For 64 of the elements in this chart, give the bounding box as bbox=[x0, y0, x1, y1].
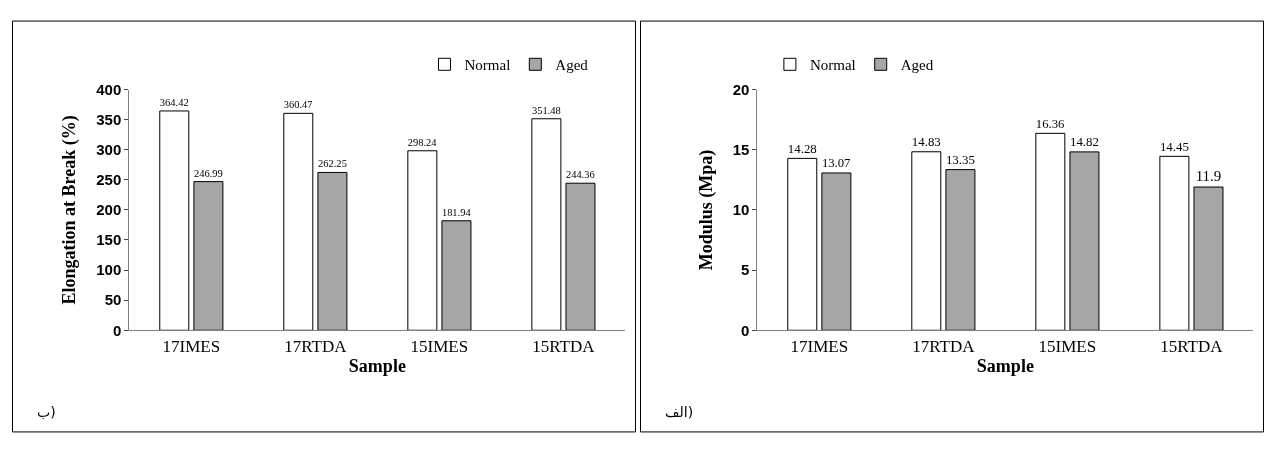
y-tick-label: 0 bbox=[112, 321, 122, 339]
x-tick-label: 15IMES bbox=[1038, 336, 1097, 356]
data-label: 262.25 bbox=[317, 158, 347, 170]
y-tick-label: 250 bbox=[96, 171, 122, 189]
bar bbox=[441, 220, 472, 331]
bar bbox=[1159, 155, 1190, 331]
bar bbox=[945, 169, 976, 331]
legend-label: Normal bbox=[809, 57, 856, 74]
bar bbox=[1193, 186, 1224, 331]
bar bbox=[317, 171, 348, 331]
legend-label: Aged bbox=[900, 57, 934, 74]
y-axis-title: Modulus (Mpa) bbox=[695, 149, 717, 271]
y-tick-label: 10 bbox=[732, 201, 750, 219]
y-tick-label: 400 bbox=[96, 80, 122, 98]
bar bbox=[407, 150, 438, 331]
bar bbox=[531, 118, 562, 331]
x-tick-label: 15RTDA bbox=[532, 336, 596, 356]
y-tick-label: 20 bbox=[732, 80, 750, 98]
x-axis-title: Sample bbox=[348, 355, 406, 376]
x-tick-label: 15IMES bbox=[410, 336, 469, 356]
data-label: 14.45 bbox=[1159, 139, 1189, 154]
y-tick-label: 50 bbox=[104, 291, 122, 309]
y-tick-label: 150 bbox=[96, 231, 122, 249]
data-label: 360.47 bbox=[283, 99, 313, 111]
data-label: 16.36 bbox=[1035, 116, 1065, 131]
bar bbox=[787, 157, 818, 331]
y-tick-label: 200 bbox=[96, 201, 122, 219]
data-label: 13.35 bbox=[945, 153, 975, 167]
x-tick-label: 17RTDA bbox=[284, 336, 348, 356]
bar bbox=[565, 182, 596, 331]
y-tick-label: 300 bbox=[96, 140, 122, 158]
x-tick-label: 17RTDA bbox=[912, 336, 976, 356]
data-label: 11.9 bbox=[1195, 168, 1222, 185]
x-tick-label: 15RTDA bbox=[1160, 336, 1224, 356]
bar bbox=[159, 110, 190, 331]
data-label: 364.42 bbox=[159, 96, 189, 108]
y-tick-label: 0 bbox=[740, 321, 750, 339]
x-tick-label: 17IMES bbox=[790, 336, 849, 356]
text: الف) bbox=[665, 404, 694, 420]
data-label: 181.94 bbox=[441, 206, 472, 218]
data-label: 14.83 bbox=[911, 135, 941, 150]
legend-label: Normal bbox=[464, 57, 511, 74]
y-tick-label: 100 bbox=[96, 261, 122, 279]
data-label: 13.07 bbox=[821, 156, 851, 171]
data-label: 298.24 bbox=[407, 136, 438, 148]
y-tick-label: 15 bbox=[732, 140, 750, 158]
bar bbox=[1035, 132, 1066, 331]
y-tick-label: 350 bbox=[96, 110, 122, 128]
x-axis-title: Sample bbox=[976, 355, 1034, 376]
data-label: 14.82 bbox=[1069, 135, 1099, 150]
data-label: 246.99 bbox=[193, 167, 223, 179]
bar bbox=[1069, 151, 1100, 331]
bar bbox=[911, 151, 942, 331]
x-tick-label: 17IMES bbox=[162, 336, 221, 356]
bar bbox=[193, 181, 224, 331]
text: ب) bbox=[37, 404, 56, 420]
y-tick-label: 5 bbox=[740, 261, 750, 279]
y-axis-title: Elongation at Break (%) bbox=[59, 115, 81, 305]
bar bbox=[821, 172, 852, 331]
data-label: 351.48 bbox=[531, 104, 561, 116]
bar bbox=[283, 112, 314, 331]
data-label: 244.36 bbox=[565, 169, 595, 181]
data-label: 14.28 bbox=[787, 141, 817, 156]
legend-label: Aged bbox=[555, 57, 589, 74]
